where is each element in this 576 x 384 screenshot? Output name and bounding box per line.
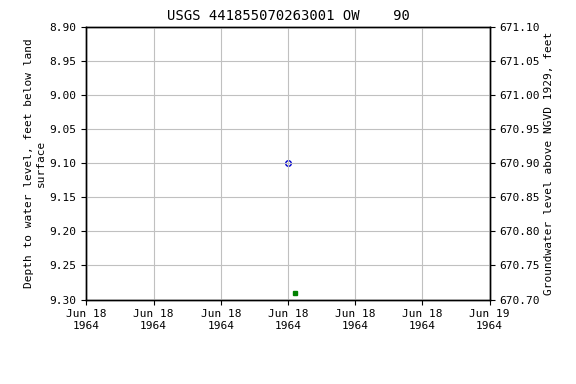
Title: USGS 441855070263001 OW    90: USGS 441855070263001 OW 90 [166, 9, 410, 23]
Y-axis label: Groundwater level above NGVD 1929, feet: Groundwater level above NGVD 1929, feet [544, 31, 554, 295]
Y-axis label: Depth to water level, feet below land
surface: Depth to water level, feet below land su… [24, 38, 46, 288]
